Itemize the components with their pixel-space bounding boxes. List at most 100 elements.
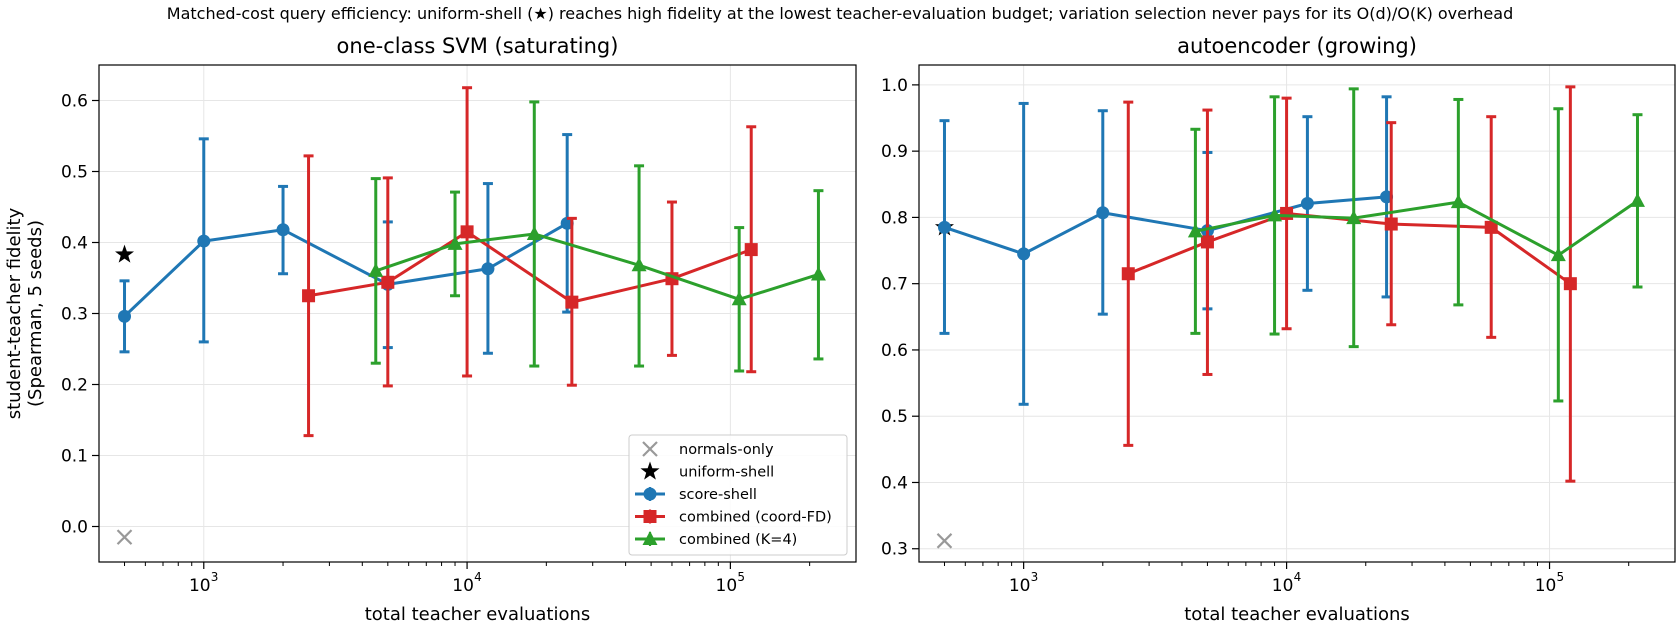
data-point bbox=[1200, 235, 1214, 249]
data-point bbox=[118, 309, 132, 323]
x-axis-label: total teacher evaluations bbox=[365, 604, 591, 625]
legend: normals-only uniform-shell score-shell comb… bbox=[628, 434, 848, 556]
data-point bbox=[565, 295, 579, 309]
data-point bbox=[1450, 194, 1466, 209]
legend-label: normals-only bbox=[679, 442, 774, 458]
series-normals-only bbox=[116, 529, 133, 545]
data-point bbox=[731, 291, 747, 306]
data-point bbox=[1484, 220, 1498, 234]
y-tick-label: 0.6 bbox=[881, 341, 908, 361]
x-tick-exponent: 3 bbox=[211, 570, 219, 584]
y-tick-label: 0.0 bbox=[61, 518, 88, 538]
panel-autoencoder: 10 3 10 4 10 50.30.40.50.60.70.80.91.0autoenc… bbox=[881, 34, 1676, 625]
data-point bbox=[368, 262, 384, 277]
data-point bbox=[1563, 277, 1577, 291]
y-tick-label: 0.6 bbox=[61, 92, 88, 112]
legend-label: score-shell bbox=[679, 487, 757, 503]
legend-marker bbox=[642, 531, 658, 545]
data-point bbox=[460, 225, 474, 239]
x-tick-label: 10 bbox=[1272, 576, 1294, 596]
x-tick-label: 10 bbox=[1009, 576, 1031, 596]
series-line bbox=[1195, 199, 1639, 257]
data-point bbox=[526, 225, 542, 240]
data-point bbox=[1384, 217, 1398, 231]
series-combined-coord-fd bbox=[302, 86, 758, 438]
series-uniform-shell bbox=[115, 244, 135, 263]
y-tick-label: 0.5 bbox=[61, 163, 88, 183]
x-tick-label: 10 bbox=[452, 576, 474, 596]
legend-marker bbox=[643, 487, 657, 501]
legend-marker bbox=[640, 461, 660, 480]
data-point bbox=[810, 266, 826, 281]
legend-marker bbox=[642, 441, 658, 457]
data-point bbox=[1629, 192, 1645, 207]
legend-entry-combined-k-4: combined (K=4) bbox=[635, 531, 797, 548]
figure-suptitle: Matched-cost query efficiency: uniform-s… bbox=[166, 4, 1514, 23]
data-point bbox=[481, 262, 495, 276]
data-point bbox=[936, 533, 953, 549]
series-line bbox=[944, 195, 1387, 256]
y-tick-label: 0.3 bbox=[881, 540, 908, 560]
series-combined-k-4 bbox=[368, 100, 826, 373]
plot-frame bbox=[98, 64, 857, 563]
x-tick-label: 10 bbox=[716, 576, 738, 596]
y-tick-label: 0.3 bbox=[61, 305, 88, 325]
x-tick-exponent: 4 bbox=[1294, 570, 1302, 584]
series-combined-k-4 bbox=[1187, 87, 1645, 403]
data-point bbox=[1550, 247, 1566, 262]
data-point bbox=[1346, 210, 1362, 225]
data-point bbox=[116, 529, 133, 545]
legend-label: uniform-shell bbox=[679, 465, 774, 481]
data-point bbox=[1017, 247, 1031, 261]
data-point bbox=[276, 223, 290, 237]
y-tick-label: 0.2 bbox=[61, 376, 88, 396]
data-point bbox=[631, 257, 647, 272]
data-point bbox=[1121, 267, 1135, 281]
panel-title: autoencoder (growing) bbox=[1177, 34, 1417, 58]
series-score-shell bbox=[937, 95, 1394, 406]
data-point bbox=[302, 289, 316, 303]
series-score-shell bbox=[118, 133, 574, 355]
y-tick-label: 0.1 bbox=[61, 447, 88, 467]
y-tick-label: 0.5 bbox=[881, 407, 908, 427]
data-point bbox=[1280, 206, 1294, 220]
x-tick-label: 10 bbox=[189, 576, 211, 596]
y-axis-label: student-teacher fidelity(Spearman, 5 see… bbox=[4, 207, 46, 419]
x-tick-exponent: 4 bbox=[474, 570, 482, 584]
y-tick-label: 0.7 bbox=[881, 275, 908, 295]
legend-entry-score-shell: score-shell bbox=[635, 487, 757, 503]
legend-marker bbox=[643, 510, 657, 523]
series-normals-only bbox=[936, 533, 953, 549]
legend-label: combined (coord-FD) bbox=[679, 510, 832, 526]
data-point bbox=[744, 243, 758, 257]
data-point bbox=[1096, 206, 1110, 220]
series-line bbox=[123, 222, 568, 318]
data-point bbox=[937, 220, 951, 234]
plot-frame bbox=[918, 64, 1676, 563]
legend-box bbox=[628, 434, 848, 556]
panel-one-class-svm: 10 3 10 4 10 50.00.10.20.30.40.50.6one-class … bbox=[4, 34, 857, 625]
legend-entry-uniform-shell: uniform-shell bbox=[640, 461, 774, 481]
data-point bbox=[447, 235, 463, 250]
x-tick-exponent: 5 bbox=[1557, 570, 1565, 584]
x-tick-exponent: 3 bbox=[1031, 570, 1039, 584]
data-point bbox=[1267, 207, 1283, 222]
y-tick-label: 0.4 bbox=[881, 473, 908, 493]
data-point bbox=[1187, 223, 1203, 238]
y-tick-label: 0.9 bbox=[881, 142, 908, 162]
data-point bbox=[1300, 196, 1314, 210]
x-tick-exponent: 5 bbox=[737, 570, 745, 584]
x-tick-label: 10 bbox=[1535, 576, 1557, 596]
y-tick-label: 0.4 bbox=[61, 234, 88, 254]
legend-entry-normals-only: normals-only bbox=[642, 441, 774, 458]
legend-entry-combined-coord-fd: combined (coord-FD) bbox=[635, 509, 832, 526]
y-tick-label: 1.0 bbox=[881, 76, 908, 96]
data-point bbox=[381, 275, 395, 289]
series-line bbox=[375, 232, 819, 301]
legend-label: combined (K=4) bbox=[679, 532, 797, 548]
y-tick-label: 0.8 bbox=[881, 208, 908, 228]
x-axis-label: total teacher evaluations bbox=[1184, 604, 1410, 625]
panel-title: one-class SVM (saturating) bbox=[337, 34, 619, 58]
